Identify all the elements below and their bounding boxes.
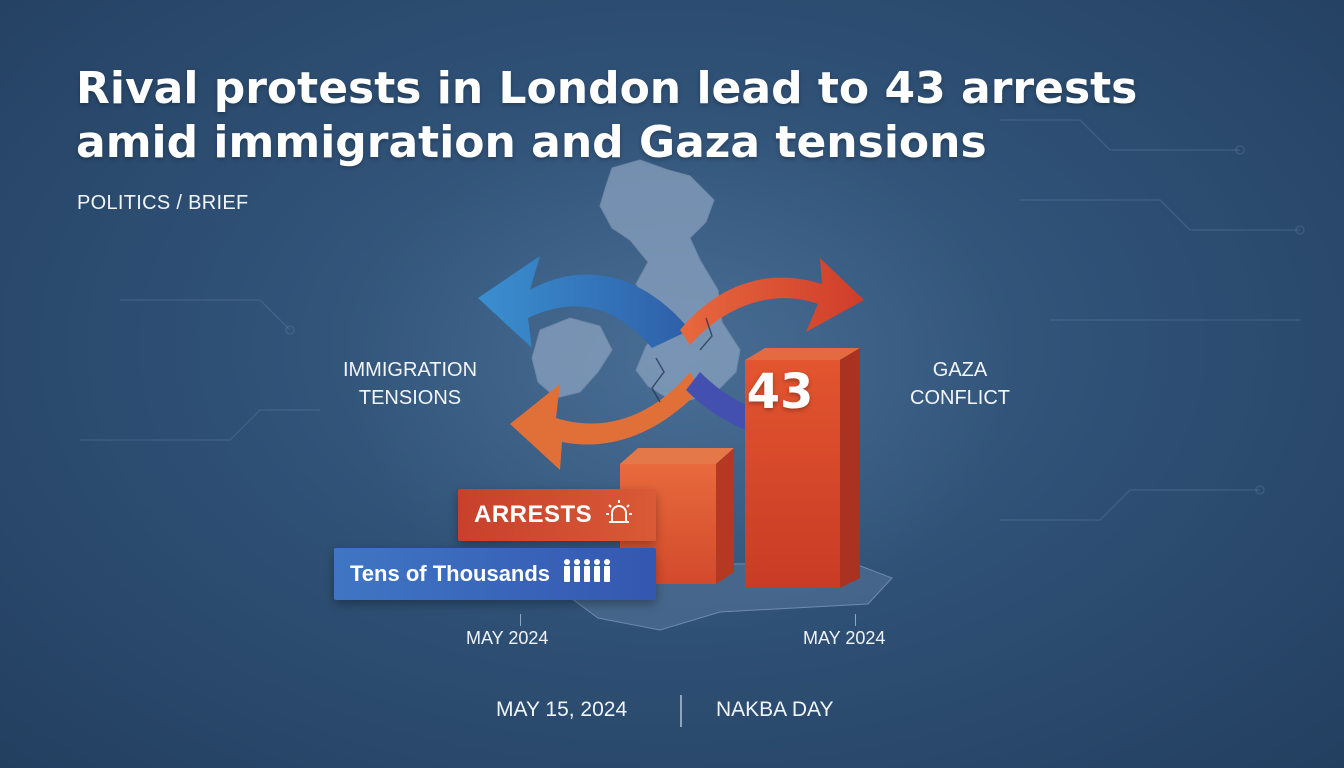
section-kicker: POLITICS / BRIEF bbox=[77, 192, 249, 214]
crack-lines bbox=[651, 317, 713, 403]
axis-tick-left bbox=[520, 614, 521, 626]
axis-tick-right bbox=[855, 614, 856, 626]
label-right-line-1: GAZA bbox=[932, 359, 988, 381]
headline: Rival protests in London lead to 43 arre… bbox=[76, 62, 1176, 170]
label-left-line-1: IMMIGRATION bbox=[342, 359, 478, 381]
label-immigration-tensions: IMMIGRATION TENSIONS bbox=[322, 356, 498, 412]
arrests-label: ARRESTS bbox=[474, 501, 593, 528]
headline-line-1: Rival protests in London lead to 43 arre… bbox=[76, 63, 1138, 114]
bar-data-label: 43 bbox=[746, 364, 814, 420]
background-circuit-lines bbox=[80, 119, 1305, 521]
footer-event: NAKBA DAY bbox=[716, 698, 834, 721]
axis-date-left: MAY 2024 bbox=[466, 628, 549, 648]
axis-date-right: MAY 2024 bbox=[803, 628, 886, 648]
label-left-line-2: TENSIONS bbox=[358, 387, 462, 409]
headline-line-2: amid immigration and Gaza tensions bbox=[76, 117, 987, 168]
right-arrow-icon bbox=[680, 258, 864, 345]
crowd-size-callout: Tens of Thousands bbox=[334, 548, 656, 600]
lower-right-arrow-icon bbox=[686, 372, 760, 432]
crowd-icon bbox=[562, 558, 612, 590]
bar-43 bbox=[745, 348, 860, 588]
crowd-size-label: Tens of Thousands bbox=[350, 561, 551, 586]
uk-map-icon bbox=[531, 159, 741, 401]
label-gaza-conflict: GAZA CONFLICT bbox=[880, 356, 1040, 412]
lower-left-arrow-icon bbox=[510, 372, 700, 470]
left-arrow-icon bbox=[478, 256, 690, 348]
arrests-callout: ARRESTS bbox=[458, 489, 656, 541]
footer-date: MAY 15, 2024 bbox=[496, 698, 628, 721]
label-right-line-2: CONFLICT bbox=[910, 387, 1010, 409]
footer-divider bbox=[680, 695, 682, 727]
siren-icon bbox=[604, 497, 634, 534]
